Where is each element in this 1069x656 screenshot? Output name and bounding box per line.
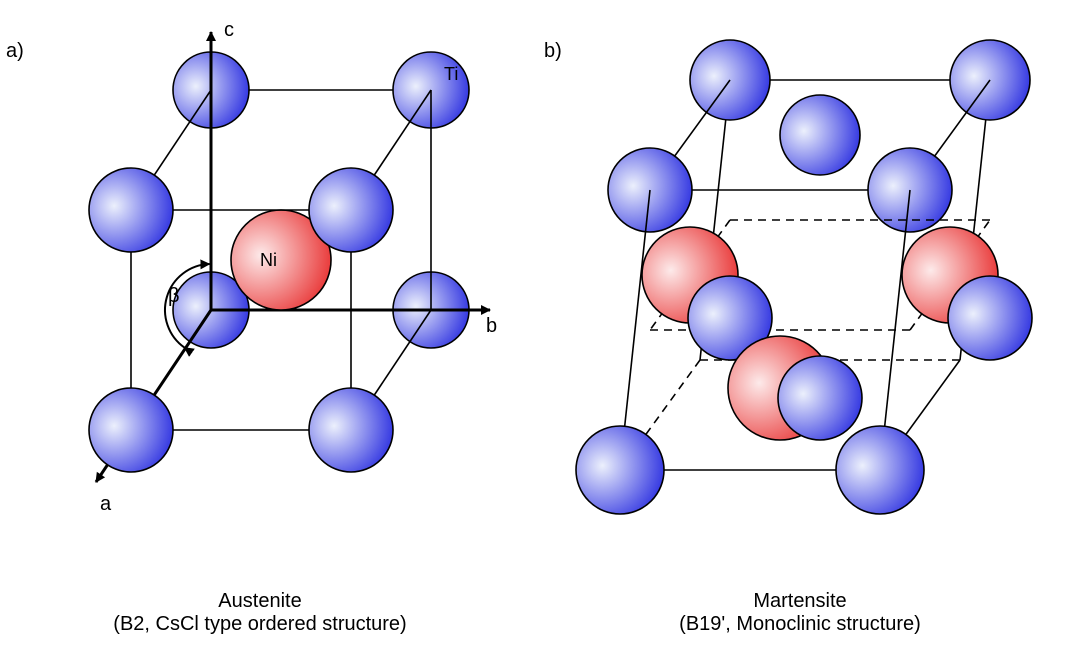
svg-text:Ti: Ti [444, 64, 458, 84]
ti-top-mid [780, 95, 860, 175]
svg-text:c: c [224, 19, 234, 41]
caption-b-line1: Martensite [560, 590, 1040, 613]
svg-text:Ni: Ni [260, 250, 277, 270]
svg-text:b: b [486, 315, 497, 337]
caption-b-line2: (B19', Monoclinic structure) [560, 613, 1040, 636]
caption-a: Austenite (B2, CsCl type ordered structu… [20, 590, 500, 636]
svg-text:β: β [168, 285, 180, 307]
caption-b: Martensite (B19', Monoclinic structure) [560, 590, 1040, 636]
caption-a-line1: Austenite [20, 590, 500, 613]
ti-mid-right [948, 276, 1032, 360]
caption-a-line2: (B2, CsCl type ordered structure) [20, 613, 500, 636]
ti-front-br [309, 388, 393, 472]
ti-mid-front [778, 356, 862, 440]
svg-text:a: a [100, 493, 112, 515]
panel-a-svg: c b a β Ti Ni [40, 10, 520, 570]
panel-a-label: a) [6, 40, 24, 63]
ti-front-tr [309, 168, 393, 252]
ti-front-bl [89, 388, 173, 472]
ti-front-br [836, 426, 924, 514]
figure-root: a) b) cbaβTiNi Austenite (B2, CsCl type … [0, 0, 1069, 656]
ti-front-tl [89, 168, 173, 252]
panel-b-svg [560, 10, 1060, 570]
ti-front-bl [576, 426, 664, 514]
